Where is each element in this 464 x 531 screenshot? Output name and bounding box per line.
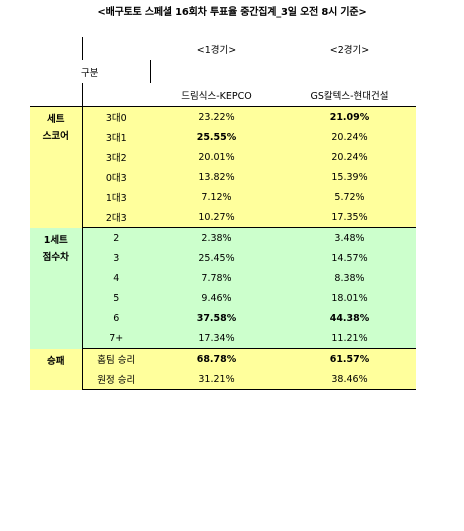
game2-value: 11.21% <box>283 328 416 349</box>
game2-value: 8.38% <box>334 272 365 284</box>
row-label: 3대1 <box>105 133 127 144</box>
table-row: 2대3 10.27% 17.35% <box>30 207 416 228</box>
table-row: 1세트 점수차 2 2.38% 3.48% <box>30 227 416 349</box>
game2-label: <2경기> <box>329 44 370 56</box>
row-label: 홈팀 승리 <box>97 355 136 366</box>
table-row: 세트 스코어 3대0 23.22% 21.09% <box>30 106 416 228</box>
header-row-teams: 드림식스-KEPCO GS칼텍스-현대건설 <box>30 83 416 107</box>
game1-value: 17.34% <box>150 328 283 349</box>
game1-value: 20.01% <box>198 151 235 163</box>
row-label: 5 <box>113 292 120 304</box>
table-row: 원정 승리 31.21% 38.46% <box>30 369 416 390</box>
game2-value: 20.24% <box>331 151 368 163</box>
row-label: 2 <box>113 232 120 244</box>
game1-value: 7.12% <box>201 191 232 203</box>
game2-value: 61.57% <box>329 353 370 365</box>
table-row: 3대2 20.01% 20.24% <box>30 147 416 167</box>
section-label-set-score: 세트 스코어 <box>30 106 83 228</box>
game2-value: 20.24% <box>331 131 368 143</box>
table-row: 0대3 13.82% 15.39% <box>30 167 416 187</box>
row-label: 1대3 <box>105 193 127 204</box>
game2-value: 21.09% <box>329 111 370 123</box>
row-label: 4 <box>113 272 120 284</box>
row-label: 0대3 <box>105 173 127 184</box>
game1-teams: 드림식스-KEPCO <box>150 83 283 107</box>
game2-value: 14.57% <box>331 252 368 264</box>
game2-value: 3.48% <box>334 232 365 244</box>
game2-value: 17.35% <box>283 207 416 228</box>
game1-value: 9.46% <box>201 292 232 304</box>
row-label: 3 <box>113 252 120 264</box>
game1-value: 13.82% <box>198 171 235 183</box>
category-label: 구분 <box>30 60 151 83</box>
game1-value: 10.27% <box>150 207 283 228</box>
header-row-category: 구분 <box>30 60 416 83</box>
table-row: 3대1 25.55% 20.24% <box>30 127 416 147</box>
game1-value: 23.22% <box>198 111 235 123</box>
game1-value: 68.78% <box>196 353 237 365</box>
row-label: 원정 승리 <box>82 369 150 390</box>
table-row: 승패 홈팀 승리 68.78% 61.57% <box>30 348 416 390</box>
game2-value: 5.72% <box>334 191 365 203</box>
game2-teams: GS칼텍스-현대건설 <box>283 83 416 107</box>
game2-value: 38.46% <box>283 369 416 390</box>
game1-value: 7.78% <box>201 272 232 284</box>
row-label: 2대3 <box>82 207 150 228</box>
row-label: 3대0 <box>105 113 127 124</box>
page-title: <배구토토 스페셜 16회차 투표율 중간집계_3일 오전 8시 기준> <box>97 7 367 18</box>
game1-label: <1경기> <box>196 44 237 56</box>
table-row: 5 9.46% 18.01% <box>30 288 416 308</box>
game1-value: 37.58% <box>196 312 237 324</box>
vote-rate-table: <1경기> <2경기> 구분 드림식스-KEPCO GS칼텍스-현대건설 세트 스… <box>30 37 416 390</box>
section-label-win-loss: 승패 <box>30 348 83 390</box>
row-label: 3대2 <box>105 153 127 164</box>
table-row: 3 25.45% 14.57% <box>30 248 416 268</box>
game2-value: 18.01% <box>331 292 368 304</box>
game2-value: 15.39% <box>331 171 368 183</box>
game2-value: 44.38% <box>329 312 370 324</box>
game1-value: 31.21% <box>150 369 283 390</box>
table-row: 6 37.58% 44.38% <box>30 308 416 328</box>
game1-value: 2.38% <box>201 232 232 244</box>
row-label: 6 <box>113 312 120 324</box>
game1-value: 25.55% <box>196 131 237 143</box>
table-row: 4 7.78% 8.38% <box>30 268 416 288</box>
header-row-games: <1경기> <2경기> <box>30 37 416 60</box>
table-row: 1대3 7.12% 5.72% <box>30 187 416 207</box>
game1-value: 25.45% <box>198 252 235 264</box>
section-label-first-set-margin: 1세트 점수차 <box>30 227 83 349</box>
table-row: 7+ 17.34% 11.21% <box>30 328 416 349</box>
row-label: 7+ <box>82 328 150 349</box>
